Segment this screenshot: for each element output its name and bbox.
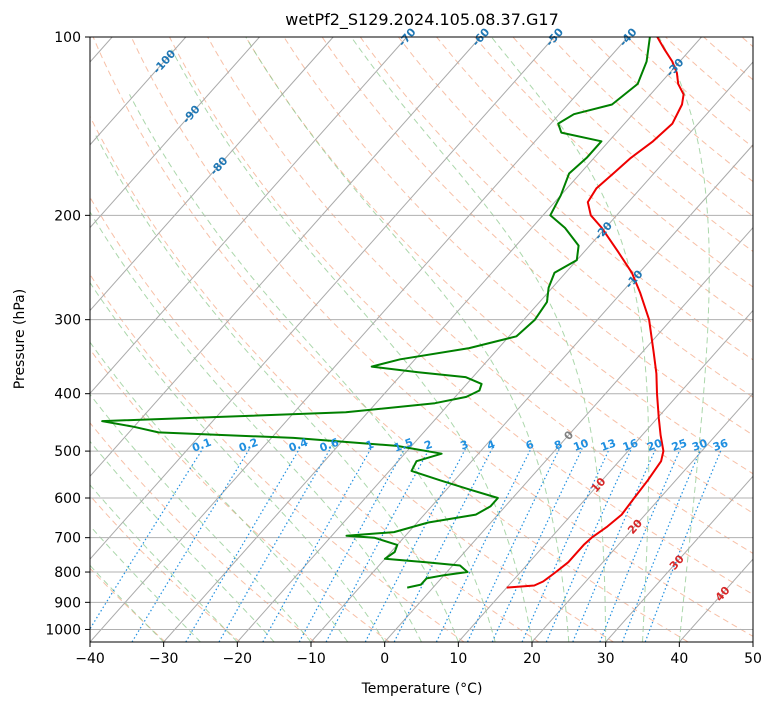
mixing-ratio-label: 1.5 xyxy=(392,436,415,455)
dry-adiabat xyxy=(742,37,775,642)
moist-adiabat xyxy=(0,293,237,642)
moist-adiabat xyxy=(246,37,569,642)
dry-adiabat xyxy=(513,37,775,642)
x-tick-label: 50 xyxy=(744,651,762,667)
mixing-ratio-line xyxy=(82,449,203,643)
mixing-ratio-line xyxy=(326,449,429,643)
isotherm-line xyxy=(0,37,407,642)
y-tick-label: 600 xyxy=(54,491,81,507)
isotherm-line xyxy=(311,37,775,642)
isotherm-label: -100 xyxy=(150,47,178,76)
y-tick-label: 100 xyxy=(54,30,81,46)
x-tick-label: 40 xyxy=(670,651,688,667)
moist-adiabat xyxy=(64,166,421,642)
mixing-ratio-label: 0.2 xyxy=(237,436,260,455)
isotherm-line xyxy=(0,37,260,642)
mixing-ratio-line xyxy=(263,449,371,643)
mixing-ratio-line xyxy=(546,449,631,643)
mixing-ratio-line xyxy=(132,449,250,643)
y-axis-label: Pressure (hPa) xyxy=(12,289,28,389)
x-tick-label: −40 xyxy=(75,651,105,667)
moist-adiabat xyxy=(0,311,200,642)
x-tick-label: 0 xyxy=(380,651,389,667)
dry-adiabat xyxy=(208,37,775,642)
moist-adiabats xyxy=(0,37,709,642)
mixing-ratio-label: 8 xyxy=(552,438,564,453)
mixing-ratio-line xyxy=(299,449,405,643)
dry-adiabat xyxy=(360,37,775,642)
isotherm-line xyxy=(0,37,333,642)
mixing-ratio-lines xyxy=(82,449,722,643)
dry-adiabat xyxy=(0,37,315,642)
x-tick-label: −30 xyxy=(149,651,179,667)
dry-adiabat xyxy=(0,37,389,642)
isotherm-line xyxy=(606,37,775,642)
x-tick-label: −10 xyxy=(296,651,326,667)
isotherm-line xyxy=(164,37,702,642)
isotherm-line xyxy=(753,37,775,642)
mixing-ratio-line xyxy=(186,449,300,643)
mixing-ratio-label: 1 xyxy=(364,438,376,453)
x-axis-label: Temperature (°C) xyxy=(361,681,483,697)
temperature-line xyxy=(507,37,684,588)
dry-adiabat xyxy=(398,37,775,642)
dry-adiabat xyxy=(0,37,240,642)
mixing-ratio-label: 0.6 xyxy=(318,436,341,455)
y-tick-label: 400 xyxy=(54,387,81,403)
dry-adiabat xyxy=(437,37,775,642)
dry-adiabat xyxy=(17,37,539,642)
mixing-ratio-line xyxy=(468,449,560,643)
mixing-ratio-line xyxy=(600,449,681,643)
x-tick-label: 30 xyxy=(597,651,615,667)
mixing-ratio-line xyxy=(645,449,722,643)
mixing-ratio-line xyxy=(394,449,492,643)
y-tick-label: 200 xyxy=(54,208,81,224)
dry-adiabat xyxy=(55,37,614,642)
mixing-ratio-label: 3 xyxy=(459,438,471,453)
moist-adiabat xyxy=(0,268,274,642)
y-tick-label: 700 xyxy=(54,531,81,547)
y-tick-label: 500 xyxy=(54,444,81,460)
y-tick-label: 1000 xyxy=(45,622,81,638)
isotherm-line xyxy=(0,37,481,642)
x-tick-label: −20 xyxy=(223,651,253,667)
x-tick-label: 20 xyxy=(523,651,541,667)
dry-adiabat xyxy=(704,37,775,642)
dry-adiabat xyxy=(170,37,775,642)
x-tick-label: 10 xyxy=(449,651,467,667)
moist-adiabat xyxy=(491,37,648,642)
dry-adiabat xyxy=(475,37,775,642)
background-lines xyxy=(0,37,775,642)
mixing-ratio-line xyxy=(573,449,656,643)
mixing-ratio-label: 4 xyxy=(485,438,497,453)
dry-adiabat xyxy=(551,37,775,642)
isotherm-line xyxy=(90,37,628,642)
y-tick-label: 800 xyxy=(54,565,81,581)
moist-adiabat xyxy=(130,94,496,642)
y-tick-label: 900 xyxy=(54,595,81,611)
chart-title: wetPf2_S129.2024.105.08.37.G17 xyxy=(285,10,559,30)
mixing-ratio-label: 0.1 xyxy=(190,436,213,455)
y-tick-label: 300 xyxy=(54,313,81,329)
isotherm-line xyxy=(16,37,554,642)
mixing-ratio-label: 6 xyxy=(524,438,536,453)
dry-adiabat xyxy=(284,37,775,642)
